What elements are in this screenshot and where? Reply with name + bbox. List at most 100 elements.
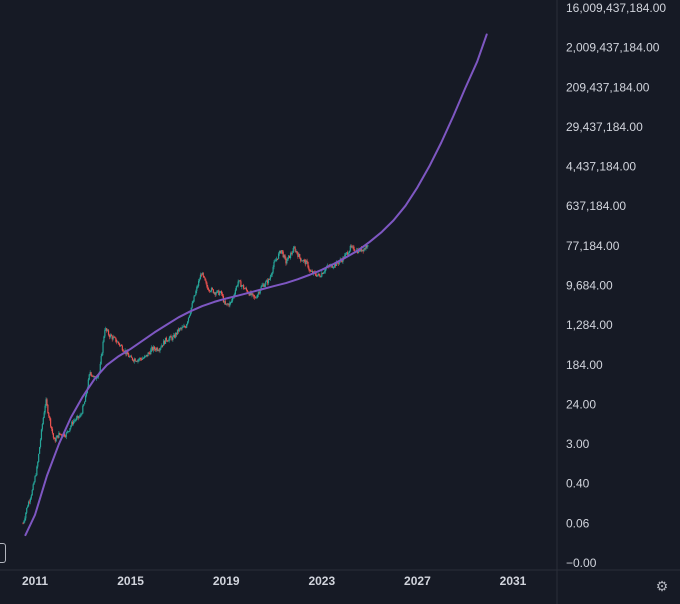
candle[interactable]: [353, 245, 355, 252]
candle[interactable]: [158, 348, 160, 353]
candle[interactable]: [114, 336, 116, 339]
candle[interactable]: [161, 343, 163, 348]
candle[interactable]: [175, 332, 177, 339]
candle[interactable]: [300, 257, 302, 263]
candle[interactable]: [347, 251, 350, 255]
candle[interactable]: [226, 302, 228, 307]
candle[interactable]: [227, 303, 229, 305]
candle[interactable]: [54, 437, 56, 443]
candle[interactable]: [160, 345, 162, 350]
candle[interactable]: [194, 294, 196, 297]
candle[interactable]: [321, 270, 323, 278]
candle[interactable]: [367, 245, 369, 249]
candle[interactable]: [118, 343, 121, 347]
candle[interactable]: [345, 252, 347, 257]
candle[interactable]: [256, 294, 259, 299]
candle[interactable]: [172, 335, 174, 342]
candle[interactable]: [73, 418, 75, 426]
candle[interactable]: [31, 489, 33, 496]
candle[interactable]: [37, 461, 39, 469]
candle[interactable]: [219, 291, 221, 297]
candle[interactable]: [24, 516, 26, 523]
candle[interactable]: [85, 392, 88, 398]
candle[interactable]: [105, 326, 107, 331]
candle[interactable]: [221, 290, 223, 296]
candle[interactable]: [203, 275, 205, 279]
candle[interactable]: [268, 278, 271, 280]
candle[interactable]: [296, 250, 298, 255]
candle[interactable]: [155, 347, 157, 352]
candle[interactable]: [289, 255, 291, 259]
candle[interactable]: [236, 284, 238, 288]
candle[interactable]: [142, 357, 145, 360]
candle[interactable]: [183, 323, 185, 328]
candle[interactable]: [147, 352, 149, 357]
candle[interactable]: [188, 315, 191, 318]
candle[interactable]: [255, 295, 258, 299]
candle[interactable]: [102, 340, 104, 356]
candle[interactable]: [363, 247, 365, 252]
candle[interactable]: [299, 253, 301, 260]
candle[interactable]: [82, 404, 84, 414]
candle[interactable]: [110, 333, 112, 337]
candle[interactable]: [47, 404, 49, 414]
candle[interactable]: [30, 494, 32, 500]
candle[interactable]: [170, 334, 172, 338]
candle[interactable]: [32, 483, 34, 491]
candle[interactable]: [231, 298, 233, 304]
candle[interactable]: [202, 272, 204, 278]
candle[interactable]: [318, 273, 320, 276]
candle[interactable]: [229, 300, 231, 308]
candle[interactable]: [164, 340, 166, 345]
candle[interactable]: [205, 278, 207, 285]
candle[interactable]: [65, 432, 67, 440]
candle[interactable]: [152, 345, 155, 353]
candle[interactable]: [50, 417, 52, 428]
candle[interactable]: [35, 473, 37, 477]
candle[interactable]: [145, 354, 147, 358]
candle[interactable]: [198, 277, 201, 283]
candle[interactable]: [58, 430, 60, 439]
candle[interactable]: [320, 275, 322, 278]
candle[interactable]: [70, 424, 72, 430]
candle[interactable]: [69, 428, 71, 433]
candle[interactable]: [332, 265, 334, 269]
candle[interactable]: [51, 426, 54, 435]
candle[interactable]: [27, 500, 30, 507]
candle[interactable]: [305, 259, 307, 265]
candle[interactable]: [350, 244, 352, 249]
candle[interactable]: [50, 426, 53, 432]
candle[interactable]: [48, 412, 50, 419]
candle[interactable]: [196, 285, 198, 294]
candle[interactable]: [84, 401, 86, 405]
candle[interactable]: [349, 244, 351, 253]
candle[interactable]: [308, 265, 310, 272]
candle[interactable]: [361, 249, 363, 252]
candle[interactable]: [280, 250, 282, 255]
candle[interactable]: [214, 291, 216, 298]
candle[interactable]: [180, 327, 182, 331]
candle[interactable]: [103, 335, 105, 343]
candle[interactable]: [257, 290, 259, 298]
candle[interactable]: [278, 250, 281, 256]
candle[interactable]: [184, 324, 186, 329]
candle[interactable]: [211, 287, 214, 291]
candle[interactable]: [52, 432, 54, 440]
candle[interactable]: [307, 261, 309, 269]
candle[interactable]: [273, 260, 275, 270]
candle[interactable]: [366, 244, 368, 249]
candle[interactable]: [55, 435, 57, 442]
candle[interactable]: [38, 446, 41, 455]
candle[interactable]: [254, 294, 256, 300]
candle[interactable]: [150, 347, 152, 355]
candle[interactable]: [136, 360, 138, 362]
candle[interactable]: [289, 251, 292, 260]
candle[interactable]: [117, 340, 119, 343]
candle[interactable]: [182, 325, 184, 328]
candle[interactable]: [157, 349, 159, 352]
candle[interactable]: [178, 327, 180, 333]
candle[interactable]: [266, 279, 268, 282]
candle[interactable]: [261, 283, 263, 287]
candle[interactable]: [319, 273, 321, 278]
